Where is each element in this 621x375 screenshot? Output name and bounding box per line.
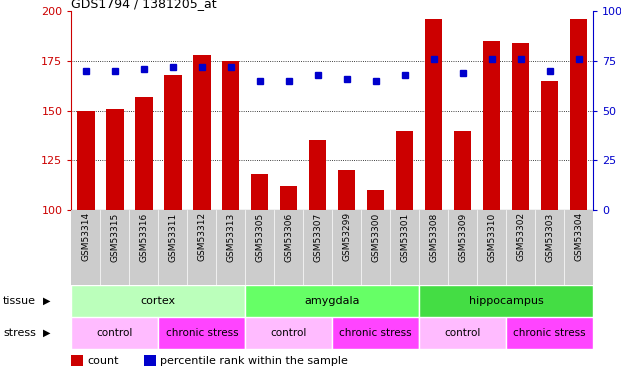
Bar <box>145 356 156 366</box>
Text: cortex: cortex <box>141 296 176 306</box>
Text: GSM53310: GSM53310 <box>487 212 496 261</box>
Bar <box>245 285 419 317</box>
Bar <box>419 317 506 349</box>
Bar <box>454 130 471 210</box>
Bar <box>309 141 327 210</box>
Bar <box>332 317 419 349</box>
Bar <box>106 109 124 210</box>
Bar <box>483 41 501 210</box>
Text: GSM53300: GSM53300 <box>371 212 380 261</box>
Bar <box>506 317 593 349</box>
Text: GSM53299: GSM53299 <box>342 212 351 261</box>
Text: control: control <box>271 328 307 338</box>
Text: GSM53307: GSM53307 <box>313 212 322 261</box>
Bar <box>77 111 94 210</box>
Text: GSM53312: GSM53312 <box>197 212 206 261</box>
Bar <box>135 97 153 210</box>
Text: tissue: tissue <box>3 296 36 306</box>
Text: amygdala: amygdala <box>304 296 360 306</box>
Bar <box>512 43 529 210</box>
Text: ▶: ▶ <box>43 296 50 306</box>
Text: GSM53305: GSM53305 <box>255 212 265 261</box>
Bar <box>396 130 414 210</box>
Text: percentile rank within the sample: percentile rank within the sample <box>160 356 348 366</box>
Bar <box>193 55 211 210</box>
Text: GSM53308: GSM53308 <box>429 212 438 261</box>
Text: control: control <box>97 328 133 338</box>
Bar <box>71 317 158 349</box>
Bar <box>158 317 245 349</box>
Text: ▶: ▶ <box>43 328 50 338</box>
Bar <box>425 19 442 210</box>
Text: chronic stress: chronic stress <box>514 328 586 338</box>
Bar <box>541 81 558 210</box>
Text: hippocampus: hippocampus <box>469 296 543 306</box>
Text: GSM53311: GSM53311 <box>168 212 178 261</box>
Text: GSM53314: GSM53314 <box>81 212 91 261</box>
Bar <box>367 190 384 210</box>
Bar <box>71 356 83 366</box>
Bar <box>419 285 593 317</box>
Bar <box>245 317 332 349</box>
Bar <box>570 19 587 210</box>
Text: GSM53304: GSM53304 <box>574 212 583 261</box>
Text: stress: stress <box>3 328 36 338</box>
Text: GSM53302: GSM53302 <box>516 212 525 261</box>
Text: chronic stress: chronic stress <box>166 328 238 338</box>
Text: GSM53301: GSM53301 <box>400 212 409 261</box>
Text: count: count <box>87 356 119 366</box>
Bar <box>251 174 268 210</box>
Text: GDS1794 / 1381205_at: GDS1794 / 1381205_at <box>71 0 217 10</box>
Text: GSM53315: GSM53315 <box>111 212 119 261</box>
Text: GSM53316: GSM53316 <box>139 212 148 261</box>
Text: GSM53303: GSM53303 <box>545 212 554 261</box>
Text: GSM53309: GSM53309 <box>458 212 467 261</box>
Bar <box>164 75 181 210</box>
Bar <box>222 61 240 210</box>
Text: GSM53313: GSM53313 <box>226 212 235 261</box>
Text: control: control <box>445 328 481 338</box>
Bar <box>280 186 297 210</box>
Text: chronic stress: chronic stress <box>340 328 412 338</box>
Bar <box>71 285 245 317</box>
Bar <box>338 170 355 210</box>
Text: GSM53306: GSM53306 <box>284 212 293 261</box>
